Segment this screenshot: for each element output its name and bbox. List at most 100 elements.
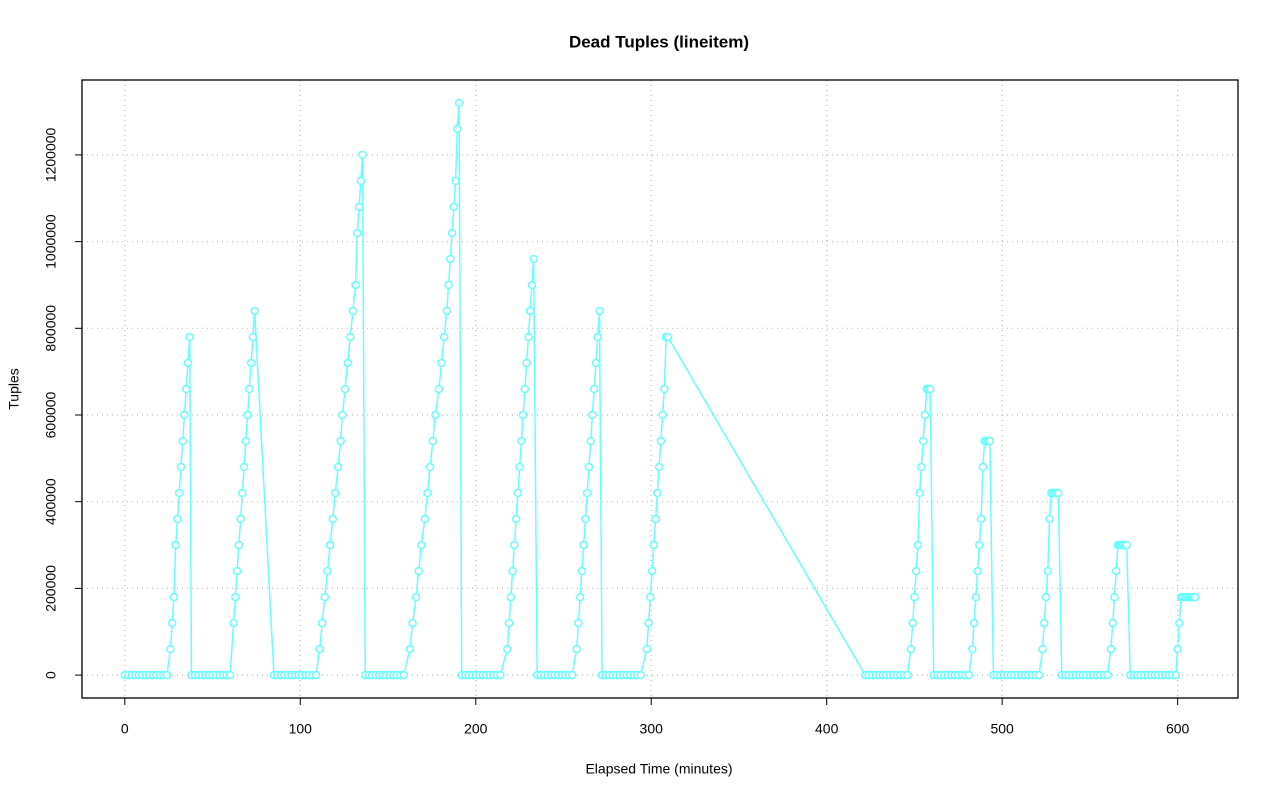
data-point (437, 358, 446, 368)
data-point (1043, 566, 1053, 576)
y-tick-label: 1000000 (43, 214, 59, 269)
data-point (642, 644, 652, 654)
data-point (449, 202, 459, 212)
data-point (320, 592, 330, 602)
data-point (971, 592, 981, 602)
data-point (340, 384, 350, 394)
data-point (183, 358, 193, 368)
data-point (582, 488, 592, 498)
data-point (442, 306, 452, 316)
data-point (353, 228, 362, 238)
data-point (336, 436, 345, 446)
data-point (180, 410, 189, 420)
data-point (346, 332, 355, 342)
data-point (978, 462, 988, 472)
data-point (439, 332, 449, 342)
data-point (525, 306, 535, 316)
data-point (1103, 670, 1112, 680)
data-point (653, 488, 662, 498)
data-point (1122, 540, 1132, 550)
data-point (173, 514, 182, 524)
data-point (176, 462, 186, 472)
data-point (232, 566, 242, 576)
data-point (425, 462, 435, 472)
data-point (1106, 644, 1116, 654)
data-point (331, 488, 340, 498)
data-point (447, 228, 457, 238)
data-point (976, 514, 986, 524)
data-point (162, 670, 172, 680)
data-point (358, 150, 367, 160)
data-point (985, 436, 995, 446)
data-point (315, 644, 324, 654)
data-point (311, 670, 321, 680)
data-point (317, 618, 327, 628)
data-point (908, 618, 917, 628)
data-point (323, 566, 332, 576)
data-point (236, 514, 245, 524)
data-point (511, 514, 521, 524)
y-tick-label: 400000 (43, 478, 59, 525)
x-tick-label: 100 (289, 721, 313, 737)
x-tick-label: 600 (1166, 721, 1190, 737)
data-point (510, 540, 519, 550)
data-point (1111, 566, 1121, 576)
data-point (454, 98, 464, 108)
data-point (649, 540, 659, 550)
data-point (663, 332, 673, 342)
data-point (918, 436, 928, 446)
data-point (568, 670, 577, 680)
data-point (588, 410, 597, 420)
data-point (577, 566, 587, 576)
data-point (411, 592, 421, 602)
data-point (446, 254, 455, 264)
data-point (238, 488, 247, 498)
x-tick-label: 400 (815, 721, 839, 737)
x-tick-label: 200 (464, 721, 488, 737)
data-point (166, 644, 175, 654)
data-point (574, 618, 583, 628)
data-point (348, 306, 358, 316)
data-point (906, 644, 916, 654)
data-point (969, 618, 979, 628)
data-point (178, 436, 187, 446)
data-point (338, 410, 347, 420)
data-point (651, 514, 660, 524)
data-point (636, 670, 645, 680)
plot-frame (81, 79, 1239, 699)
data-point (351, 280, 360, 290)
data-point (646, 592, 655, 602)
data-point (1175, 618, 1184, 628)
data-point (925, 384, 935, 394)
data-point (1045, 514, 1054, 524)
data-point (1041, 592, 1051, 602)
data-point (428, 436, 438, 446)
data-point (520, 384, 530, 394)
data-point (910, 592, 919, 602)
data-point (423, 488, 432, 498)
data-point (496, 670, 505, 680)
data-point (231, 592, 240, 602)
data-point (644, 618, 653, 628)
data-point (239, 462, 249, 472)
data-point (579, 540, 588, 550)
data-point (405, 644, 415, 654)
data-point (1038, 644, 1047, 654)
data-point (503, 644, 512, 654)
data-point (169, 592, 179, 602)
data-point (913, 540, 923, 550)
data-point (417, 540, 426, 550)
data-point (174, 488, 184, 498)
data-point (1171, 670, 1181, 680)
data-point (581, 514, 590, 524)
data-point (420, 514, 430, 524)
data-point (915, 488, 924, 498)
data-point (325, 540, 335, 550)
data-point (527, 280, 537, 290)
data-point (1190, 592, 1200, 602)
data-point (241, 436, 251, 446)
data-point (1173, 644, 1182, 654)
data-point (250, 306, 259, 316)
data-point (356, 176, 366, 186)
data-point (229, 618, 238, 628)
